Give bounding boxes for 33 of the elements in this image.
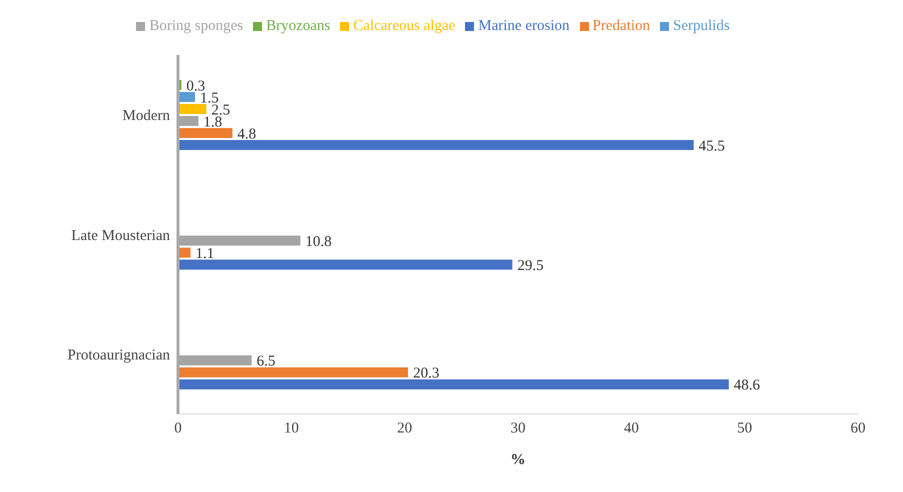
x-tick-label: 40 bbox=[624, 420, 639, 437]
data-label: 1.8 bbox=[203, 114, 222, 130]
x-tick-label: 30 bbox=[510, 420, 526, 437]
data-label: 29.5 bbox=[517, 258, 544, 274]
data-label: 10.8 bbox=[305, 234, 332, 250]
x-tick-label: 50 bbox=[737, 420, 752, 437]
x-axis-title: % bbox=[510, 452, 526, 468]
legend-label: Marine erosion bbox=[478, 18, 570, 34]
legend-label: Boring sponges bbox=[149, 18, 244, 34]
legend-label: Serpulids bbox=[673, 18, 730, 34]
legend-label: Bryozoans bbox=[266, 18, 330, 34]
legend-label: Predation bbox=[592, 18, 650, 34]
data-label: 48.6 bbox=[734, 378, 761, 394]
bar bbox=[178, 140, 694, 150]
y-tick-label: Modern bbox=[122, 108, 170, 124]
bar bbox=[178, 104, 206, 114]
data-label: 6.5 bbox=[256, 354, 276, 370]
bar bbox=[178, 379, 729, 390]
bar bbox=[178, 260, 512, 270]
x-tick-label: 20 bbox=[397, 420, 412, 437]
x-tick-label: 10 bbox=[284, 420, 299, 437]
bar bbox=[178, 367, 408, 378]
data-label: 1.1 bbox=[195, 246, 214, 262]
x-tick-label: 60 bbox=[850, 420, 866, 437]
bar bbox=[178, 92, 195, 102]
data-label: 45.5 bbox=[698, 138, 725, 154]
y-tick-label: Late Mousterian bbox=[71, 228, 170, 244]
legend-label: Calcareous algae bbox=[353, 18, 456, 34]
bar bbox=[178, 128, 232, 138]
y-tick-label: Protoaurignacian bbox=[68, 347, 170, 364]
data-label: 4.8 bbox=[237, 126, 256, 142]
data-label: 20.3 bbox=[413, 366, 440, 382]
x-tick-label: 0 bbox=[174, 420, 182, 437]
